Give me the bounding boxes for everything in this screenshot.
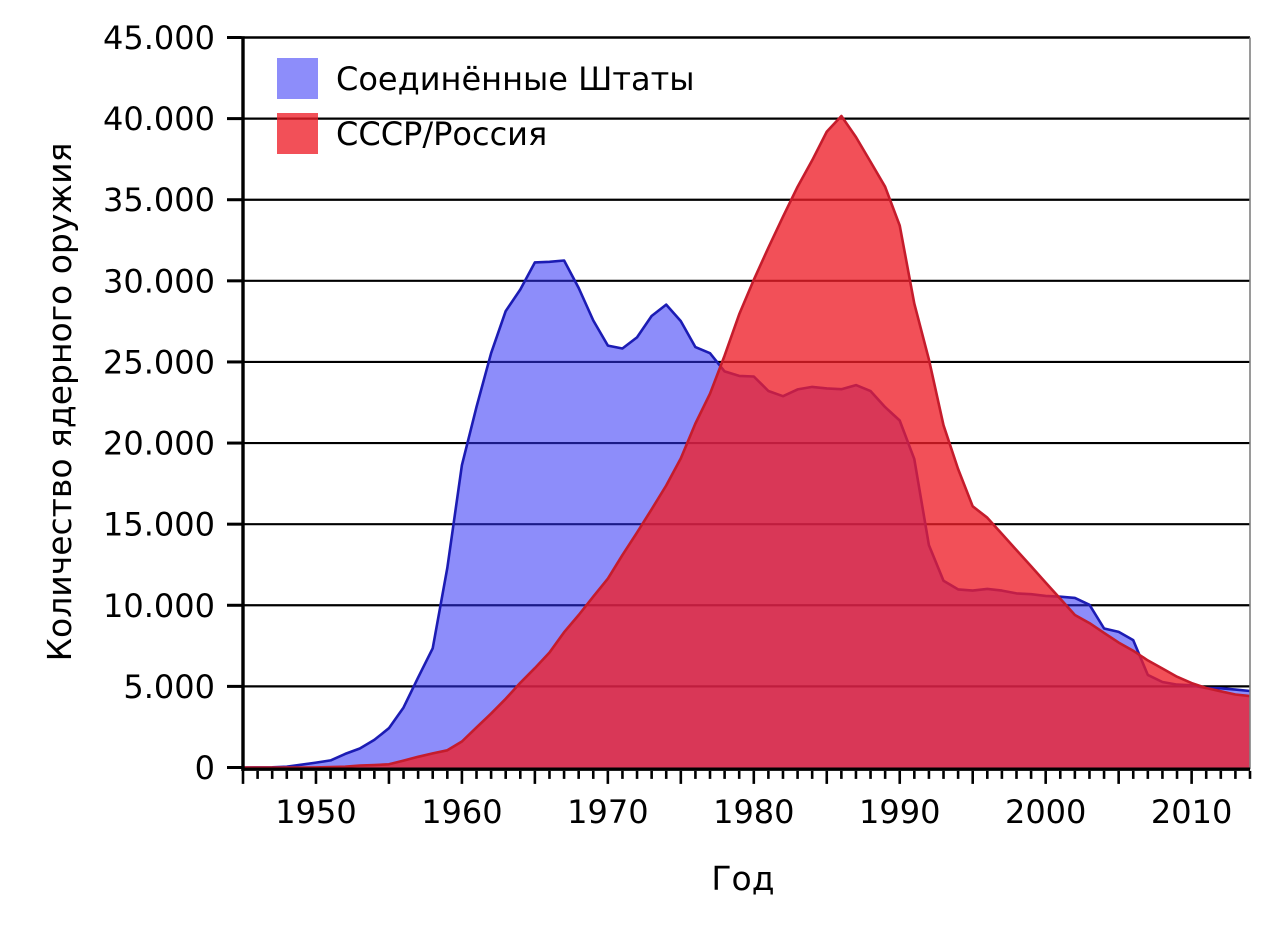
- y-tick-label-10000: 10.000: [103, 587, 215, 625]
- series-line-ussr-russia: [243, 114, 1251, 769]
- x-tick-label-1960: 1960: [421, 793, 502, 831]
- y-tick-label-25000: 25.000: [103, 343, 215, 381]
- series-areas-layer: [242, 114, 1251, 769]
- tick-labels-layer: 0 5.000 10.000 15.000 20.000 25.000 30.000 35.0…: [103, 19, 1232, 831]
- x-axis-title: Год: [711, 859, 774, 898]
- legend: Соединённые Штаты СССР/Россия: [277, 58, 694, 154]
- y-tick-label-15000: 15.000: [103, 506, 215, 544]
- legend-label-united-states: Соединённые Штаты: [336, 60, 694, 98]
- y-tick-label-30000: 30.000: [103, 262, 215, 300]
- axes-layer: [241, 36, 1250, 771]
- x-tick-label-1980: 1980: [713, 793, 794, 831]
- y-tick-label-35000: 35.000: [103, 181, 215, 219]
- x-tick-label-1990: 1990: [859, 793, 940, 831]
- legend-label-ussr-russia: СССР/Россия: [336, 115, 547, 153]
- x-tick-label-1970: 1970: [567, 793, 648, 831]
- y-tick-label-45000: 45.000: [103, 19, 215, 57]
- y-tick-label-0: 0: [195, 749, 215, 787]
- series-area-ussr-russia: [243, 116, 1250, 768]
- y-tick-label-5000: 5.000: [123, 668, 215, 706]
- x-tick-label-2010: 2010: [1151, 793, 1232, 831]
- y-axis-title: Количество ядерного оружия: [40, 143, 79, 662]
- x-tick-label-1950: 1950: [275, 793, 356, 831]
- x-tick-label-2000: 2000: [1005, 793, 1086, 831]
- legend-swatch-united-states: [277, 58, 318, 99]
- y-tick-label-20000: 20.000: [103, 425, 215, 463]
- legend-swatch-ussr-russia: [277, 113, 318, 154]
- tick-marks-layer: [227, 36, 1252, 784]
- plot-border-layer: [230, 36, 1251, 770]
- y-tick-label-40000: 40.000: [103, 100, 215, 138]
